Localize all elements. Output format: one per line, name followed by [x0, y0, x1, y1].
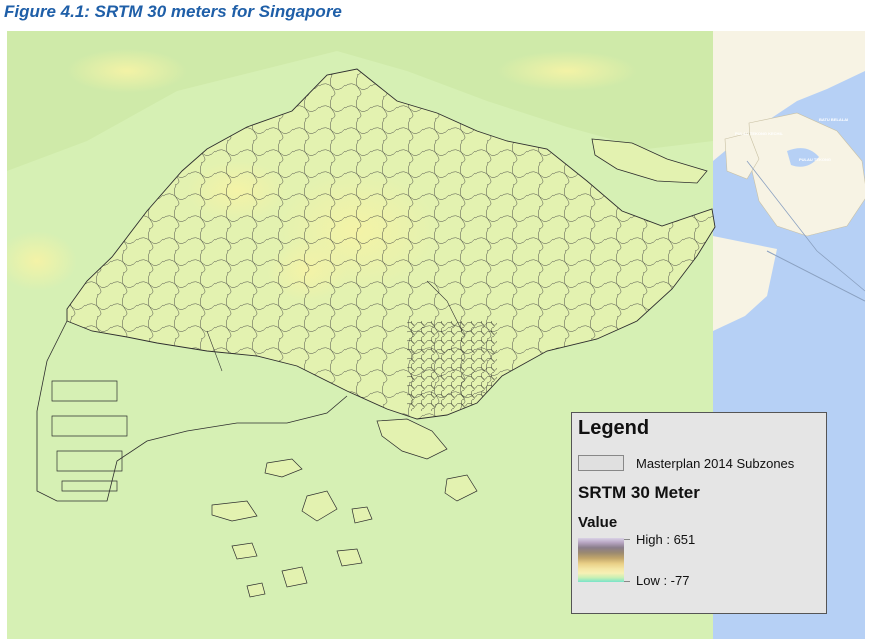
- shipping-line: [766, 250, 865, 302]
- low-value-label: Low : -77: [636, 573, 690, 588]
- river-line: [426, 280, 463, 332]
- subzones-label: Masterplan 2014 Subzones: [636, 456, 795, 471]
- high-value-label: High : 651: [636, 532, 696, 547]
- label-batu-belalai: BATU BELALAI: [819, 117, 848, 122]
- ramp-high-tick: [624, 539, 630, 540]
- elevation-color-ramp: [578, 538, 624, 582]
- map-canvas: PULAU TEKONG KECHIL PULAU TEKONG BATU BE…: [7, 31, 865, 639]
- highland-patch: [67, 49, 187, 93]
- subzones-swatch: [578, 455, 624, 471]
- southern-islands: [211, 418, 478, 598]
- west-industrial-outline: [36, 320, 348, 502]
- highland-patch: [7, 231, 77, 291]
- pulau-tekong: [748, 112, 865, 237]
- map-legend: Legend Masterplan 2014 Subzones SRTM 30 …: [571, 412, 827, 614]
- shipping-line: [746, 160, 865, 292]
- srtm-layer-title: SRTM 30 Meter: [578, 483, 700, 502]
- jurong-islands: [51, 380, 128, 492]
- legend-title: Legend: [578, 417, 650, 439]
- tekong-lake: [787, 148, 819, 167]
- ramp-low-tick: [624, 581, 630, 582]
- changi-coast: [713, 236, 777, 331]
- figure-caption: Figure 4.1: SRTM 30 meters for Singapore: [4, 2, 342, 21]
- label-pulau-tekong: PULAU TEKONG: [799, 157, 831, 162]
- river-line: [206, 330, 223, 372]
- highland-patch: [497, 51, 637, 91]
- map-view[interactable]: PULAU TEKONG KECHIL PULAU TEKONG BATU BE…: [7, 31, 865, 639]
- label-pulau-tekong-kechil: PULAU TEKONG KECHIL: [735, 131, 784, 136]
- value-heading: Value: [578, 514, 618, 531]
- pulau-ubin: [591, 138, 708, 184]
